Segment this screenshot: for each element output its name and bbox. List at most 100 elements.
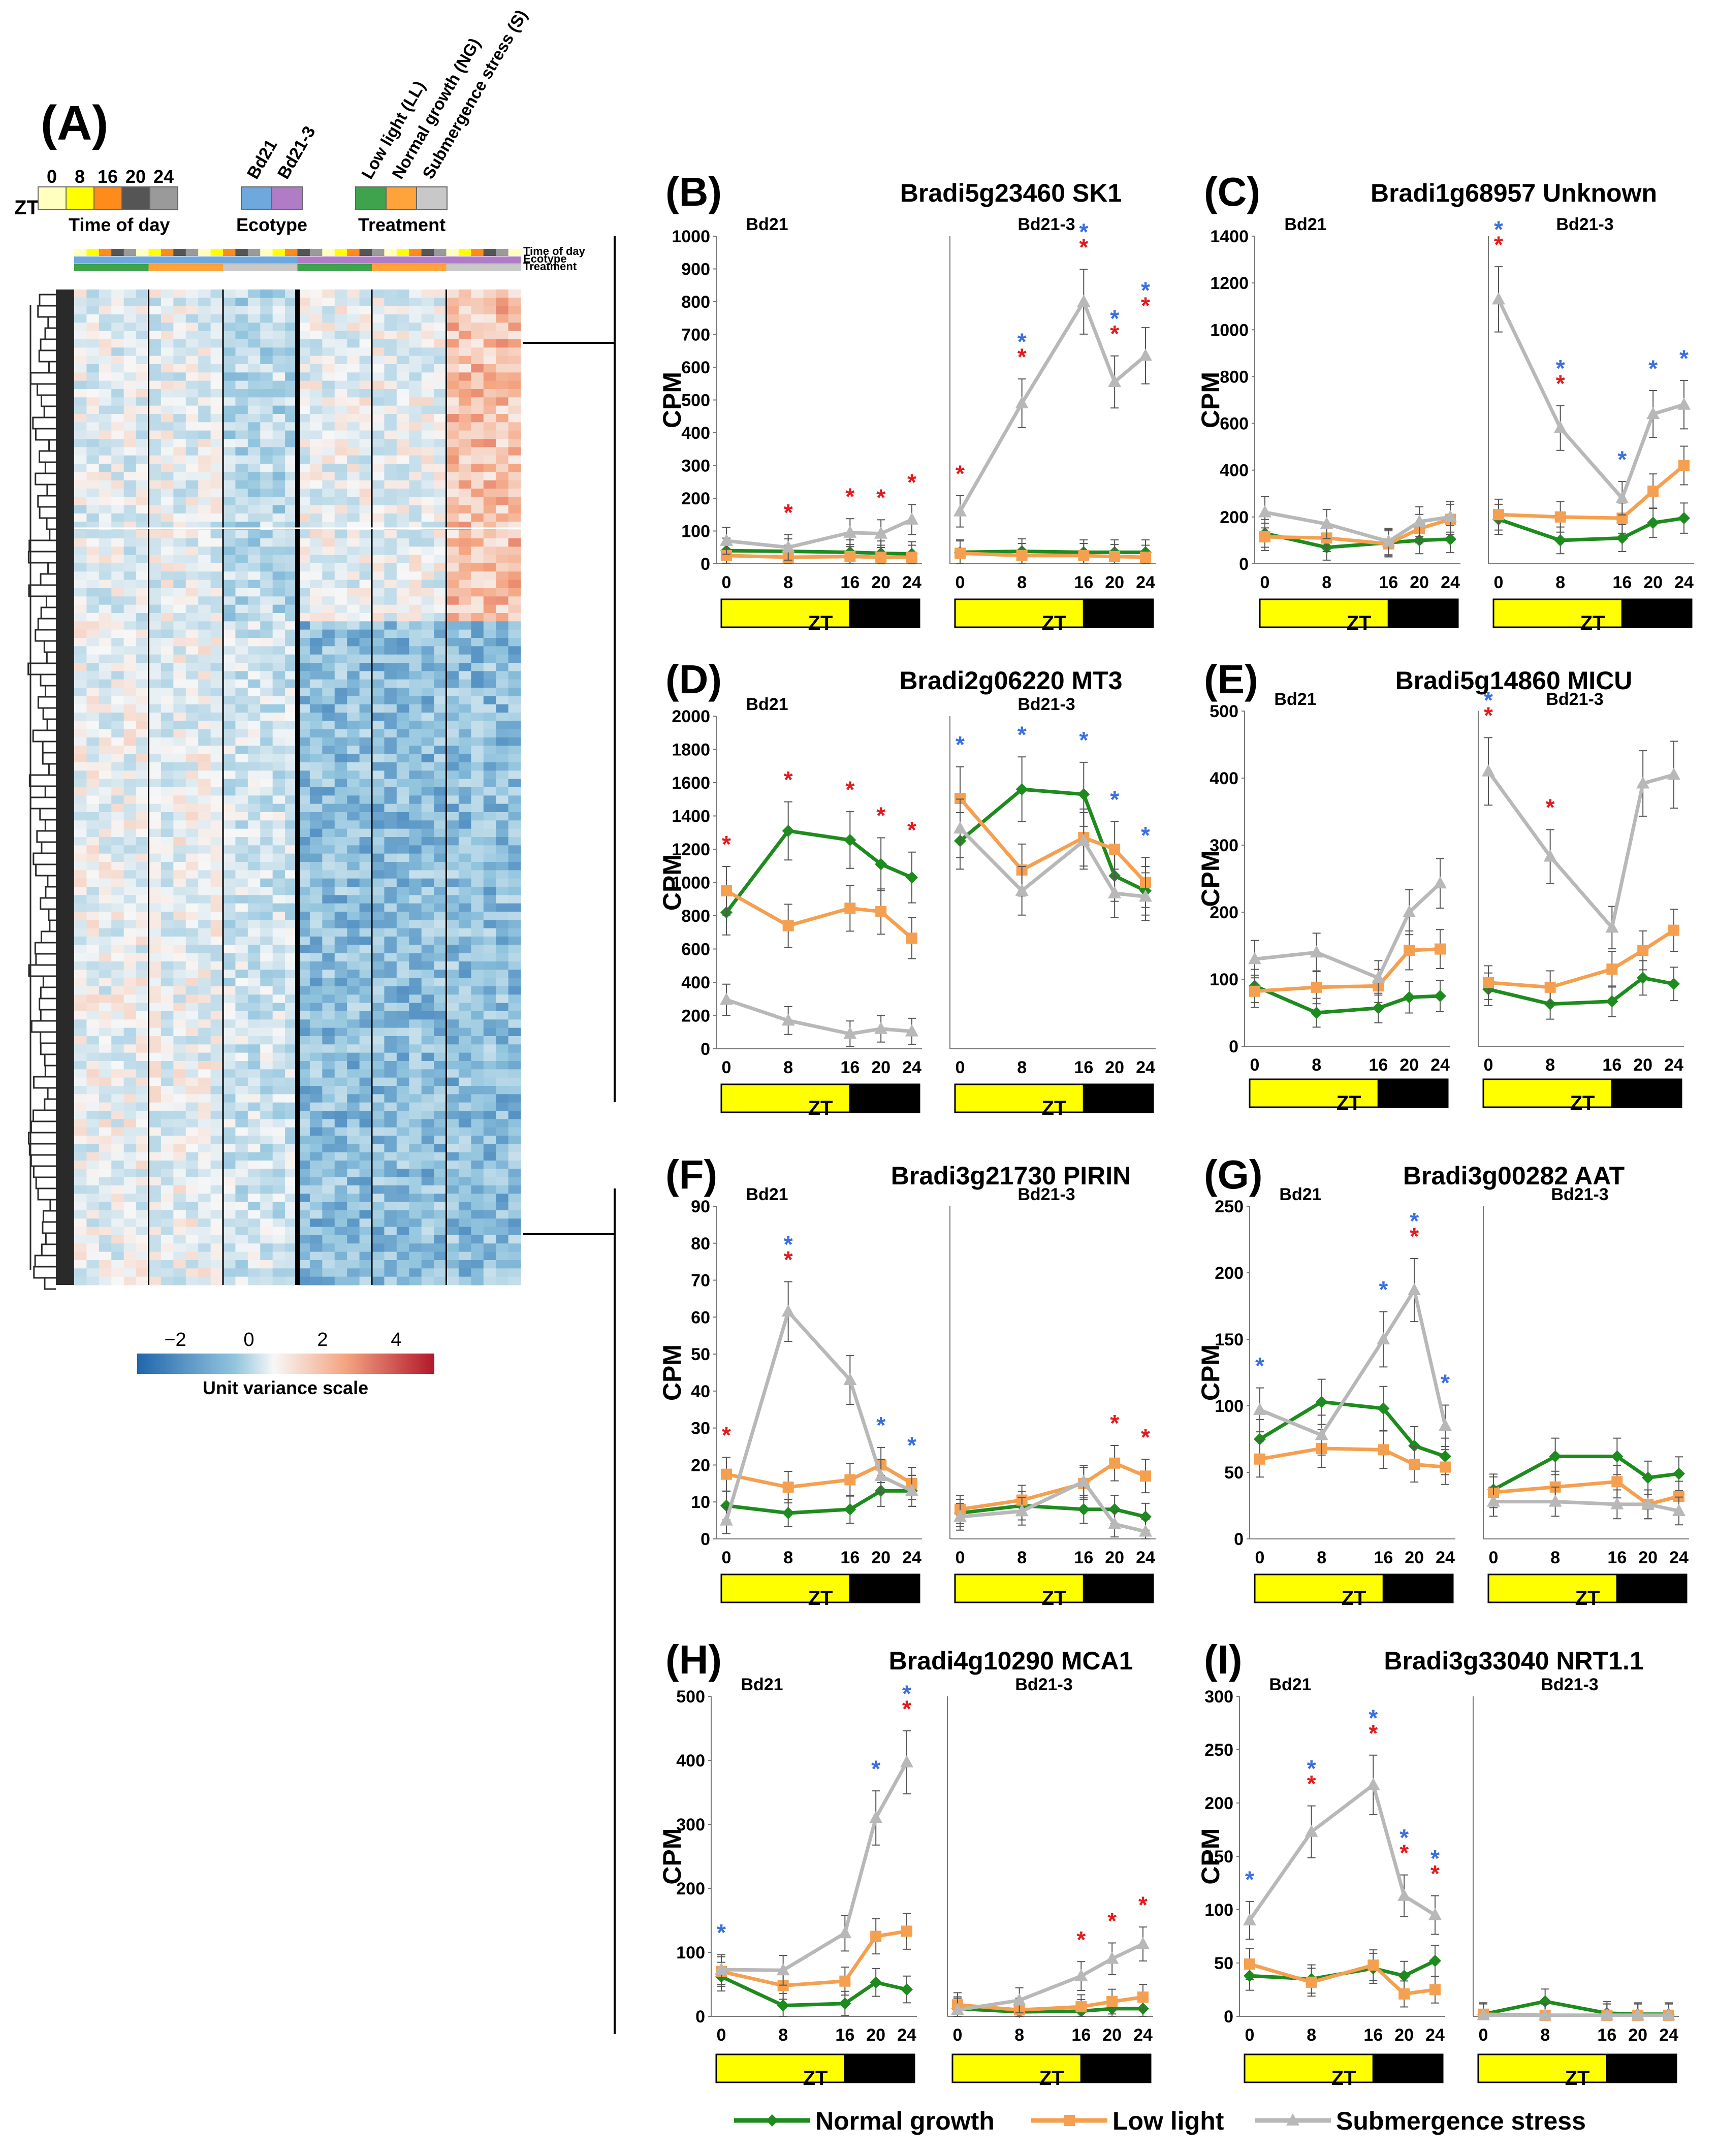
heatmap-cell xyxy=(185,1161,199,1169)
heatmap-cell xyxy=(86,323,100,332)
marker-submergence xyxy=(1077,295,1091,307)
significance-star-blue: * xyxy=(1110,305,1119,332)
x-tick-label: 20 xyxy=(1399,1055,1419,1075)
heatmap-cell xyxy=(260,546,273,556)
heatmap-cell xyxy=(123,953,137,962)
heatmap-cell xyxy=(483,497,496,506)
heatmap-cell xyxy=(322,430,335,439)
heatmap-cell xyxy=(496,1210,509,1219)
heatmap-cell xyxy=(359,356,372,365)
heatmap-cell xyxy=(74,729,87,738)
dendrogram-branch xyxy=(42,1210,56,1223)
heatmap-cell xyxy=(161,812,174,821)
heatmap-cell xyxy=(347,638,360,647)
heatmap-cell xyxy=(173,414,186,423)
heatmap-cell xyxy=(99,663,112,671)
heatmap-cell xyxy=(384,961,397,970)
heatmap-cell xyxy=(458,389,471,398)
heatmap-cell xyxy=(99,364,112,373)
heatmap-cell xyxy=(111,746,124,755)
heatmap-cell xyxy=(223,853,236,862)
heatmap-cell xyxy=(210,339,224,348)
heatmap-cell xyxy=(309,870,323,879)
heatmap-cell xyxy=(235,1144,248,1153)
heatmap-cell xyxy=(260,688,273,696)
heatmap-cell xyxy=(434,1210,447,1219)
zt-swatch xyxy=(149,186,178,210)
heatmap-cell xyxy=(434,1202,447,1211)
heatmap-cell xyxy=(260,1061,273,1070)
heatmap-cell xyxy=(260,912,273,920)
heatmap-cell xyxy=(359,729,372,738)
heatmap-cell xyxy=(247,937,261,945)
heatmap-cell xyxy=(74,920,87,929)
marker-submergence xyxy=(953,821,967,834)
heatmap-cell xyxy=(458,928,471,937)
heatmap-cell xyxy=(235,629,248,638)
heatmap-cell xyxy=(272,480,285,489)
heatmap-cell xyxy=(185,870,199,879)
heatmap-cell xyxy=(210,663,224,671)
heatmap-cell xyxy=(185,1011,199,1020)
heatmap-cell xyxy=(297,422,310,431)
heatmap-cell xyxy=(86,663,100,671)
heatmap-cell xyxy=(384,364,397,373)
heatmap-cell xyxy=(161,654,174,663)
marker-submergence xyxy=(1258,505,1271,518)
heatmap-cell xyxy=(372,1011,385,1020)
heatmap-cell xyxy=(496,1276,509,1285)
dendrogram-branch xyxy=(48,361,56,374)
heatmap-cell xyxy=(148,513,162,522)
heatmap-cell xyxy=(508,1218,521,1228)
heatmap-cell xyxy=(99,1094,112,1103)
heatmap-cell xyxy=(297,372,310,381)
heatmap-cell xyxy=(74,1210,87,1219)
heatmap-cell xyxy=(285,323,298,332)
heatmap-cell xyxy=(285,1136,298,1144)
heatmap-cell xyxy=(136,837,149,846)
heatmap-cell xyxy=(483,588,496,597)
heatmap-cell xyxy=(99,837,112,846)
heatmap-cell xyxy=(210,1052,224,1061)
heatmap-cell xyxy=(297,770,310,780)
heatmap-cell xyxy=(458,688,471,696)
heatmap-cell xyxy=(247,646,261,655)
heatmap-cell xyxy=(322,347,335,357)
heatmap-cell xyxy=(173,1177,186,1186)
heatmap-cell xyxy=(334,1251,347,1261)
heatmap-cell xyxy=(74,1102,87,1111)
heatmap-cell xyxy=(409,994,422,1004)
heatmap-cell xyxy=(223,455,236,464)
heatmap-cell xyxy=(347,621,360,630)
heatmap-cell xyxy=(198,455,211,464)
heatmap-cell xyxy=(508,447,521,456)
dendrogram-branch xyxy=(35,953,56,966)
heatmap-cell xyxy=(322,920,335,929)
heatmap-cell xyxy=(260,820,273,829)
heatmap-cell xyxy=(99,414,112,423)
marker-low-light xyxy=(1259,531,1270,543)
heatmap-cell xyxy=(458,613,471,622)
heatmap-cell xyxy=(86,795,100,805)
heatmap-cell xyxy=(161,1019,174,1028)
heatmap-cell xyxy=(161,870,174,879)
heatmap-cell xyxy=(210,862,224,871)
heatmap-cell xyxy=(409,1077,422,1086)
heatmap-cell xyxy=(247,621,261,630)
heatmap-cell xyxy=(297,812,310,821)
heatmap-cell xyxy=(285,472,298,481)
annot-ecotype-cell xyxy=(136,256,149,264)
marker-normal-growth xyxy=(844,833,856,846)
heatmap-cell xyxy=(74,546,87,556)
heatmap-cell xyxy=(123,1227,137,1236)
heatmap-cell xyxy=(111,795,124,805)
heatmap-cell xyxy=(123,1136,137,1144)
heatmap-cell xyxy=(247,1094,261,1103)
heatmap-cell xyxy=(173,405,186,414)
heatmap-cell xyxy=(458,1268,471,1277)
heatmap-cell xyxy=(136,455,149,464)
heatmap-cell xyxy=(508,1086,521,1095)
heatmap-cell xyxy=(458,439,471,447)
heatmap-cell xyxy=(372,1077,385,1086)
heatmap-cell xyxy=(210,1111,224,1119)
